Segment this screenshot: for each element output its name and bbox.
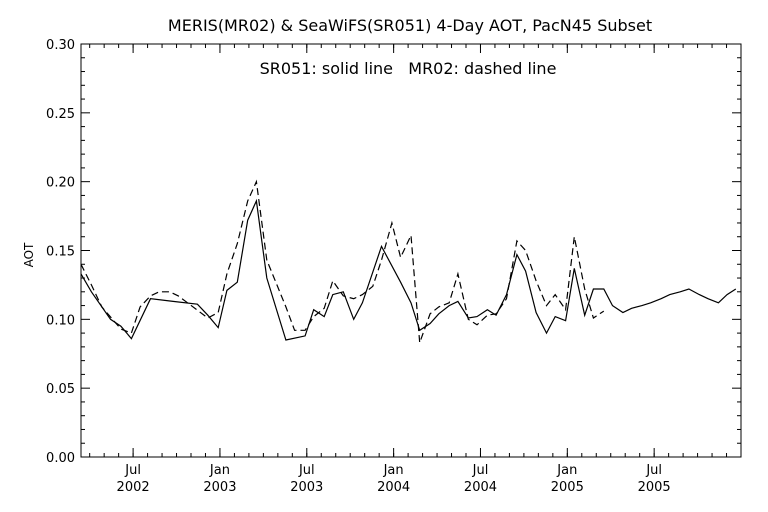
y-tick-label: 0.10 xyxy=(46,313,75,328)
y-axis-label: AOT xyxy=(22,242,36,267)
y-tick-label: 0.05 xyxy=(46,382,75,397)
y-tick-label: 0.15 xyxy=(46,245,75,260)
x-tick-month-label: Jan xyxy=(209,463,230,478)
x-tick-month-label: Jul xyxy=(124,463,141,478)
x-tick-month-label: Jul xyxy=(472,463,489,478)
series-line-mr02 xyxy=(81,179,605,343)
x-tick-month-label: Jan xyxy=(556,463,577,478)
y-tick-label: 0.20 xyxy=(46,176,75,191)
plot-frame xyxy=(80,43,742,458)
x-tick-year-label: 2003 xyxy=(203,480,236,495)
x-tick-month-label: Jul xyxy=(298,463,315,478)
x-tick-year-label: 2005 xyxy=(551,480,584,495)
x-tick-month-label: Jan xyxy=(383,463,404,478)
chart-title: MERIS(MR02) & SeaWiFS(SR051) 4-Day AOT, … xyxy=(168,16,652,35)
chart-subtitle: SR051: solid line MR02: dashed line xyxy=(260,59,557,78)
x-tick-month-label: Jul xyxy=(645,463,662,478)
y-axis: 0.00 0.05 0.10 0.15 0.20 0.25 0.30 xyxy=(46,38,741,466)
x-axis: Jul 2002 Jan 2003 Jul 2003 Jan 2004 Jul 2004 Jan 20… xyxy=(89,44,742,495)
x-tick-year-label: 2005 xyxy=(638,480,671,495)
series-layer xyxy=(81,179,737,343)
x-tick-year-label: 2004 xyxy=(464,480,497,495)
x-tick-year-label: 2004 xyxy=(377,480,410,495)
y-tick-label: 0.00 xyxy=(46,451,75,466)
y-tick-label: 0.30 xyxy=(46,38,75,53)
x-tick-year-label: 2002 xyxy=(117,480,150,495)
series-line-sr051 xyxy=(81,198,737,341)
x-tick-year-label: 2003 xyxy=(290,480,323,495)
y-tick-label: 0.25 xyxy=(46,107,75,122)
